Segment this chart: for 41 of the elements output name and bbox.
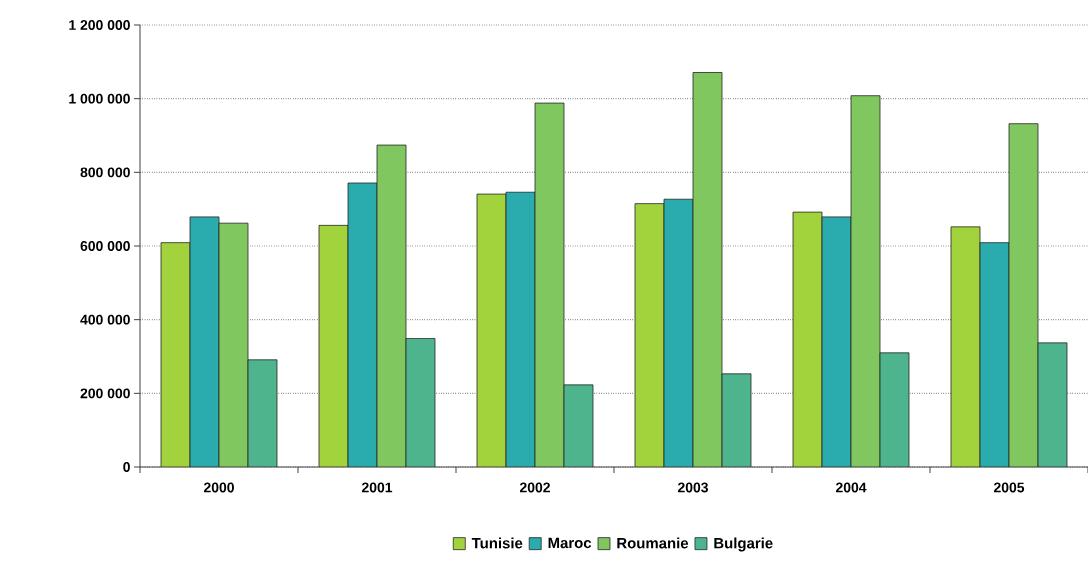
bar — [721, 373, 752, 467]
y-tick-label: 400 000 — [80, 314, 130, 325]
legend-label: Tunisie — [471, 537, 523, 549]
x-tick-label: 2000 — [203, 482, 234, 493]
x-tick-label: 2004 — [835, 482, 867, 493]
bar — [692, 72, 723, 467]
y-tick-label: 1 000 000 — [69, 93, 130, 104]
bar — [850, 95, 881, 467]
bar — [505, 191, 536, 467]
legend-label: Bulgarie — [714, 537, 773, 552]
bar — [160, 242, 191, 467]
bar — [347, 182, 378, 467]
x-tick-label: 2001 — [361, 482, 393, 493]
bar — [1008, 123, 1039, 467]
bar — [476, 193, 507, 467]
y-tick-label: 600 000 — [80, 241, 130, 251]
bar — [318, 224, 349, 467]
bar — [1037, 342, 1068, 467]
bar — [376, 144, 407, 467]
bar — [563, 384, 594, 467]
legend-label: Roumanie — [617, 537, 689, 549]
bar — [979, 242, 1010, 467]
y-tick-label: 800 000 — [80, 167, 130, 178]
bar — [534, 102, 565, 467]
bar — [879, 352, 910, 467]
y-tick-label: 1 200 000 — [69, 20, 130, 30]
bar — [247, 359, 278, 467]
bar — [821, 216, 852, 467]
x-tick-label: 2005 — [993, 482, 1025, 493]
bar — [634, 203, 665, 467]
y-tick-label: 0 — [123, 462, 130, 472]
x-tick-label: 2003 — [677, 482, 709, 493]
legend-label: Maroc — [548, 537, 592, 549]
x-tick-label: 2002 — [519, 482, 550, 493]
bar — [189, 216, 220, 467]
bar — [950, 226, 981, 467]
y-tick-label: 200 000 — [80, 388, 130, 399]
bar — [663, 198, 694, 467]
bar — [405, 338, 436, 467]
bar — [792, 211, 823, 467]
bar — [218, 222, 249, 467]
